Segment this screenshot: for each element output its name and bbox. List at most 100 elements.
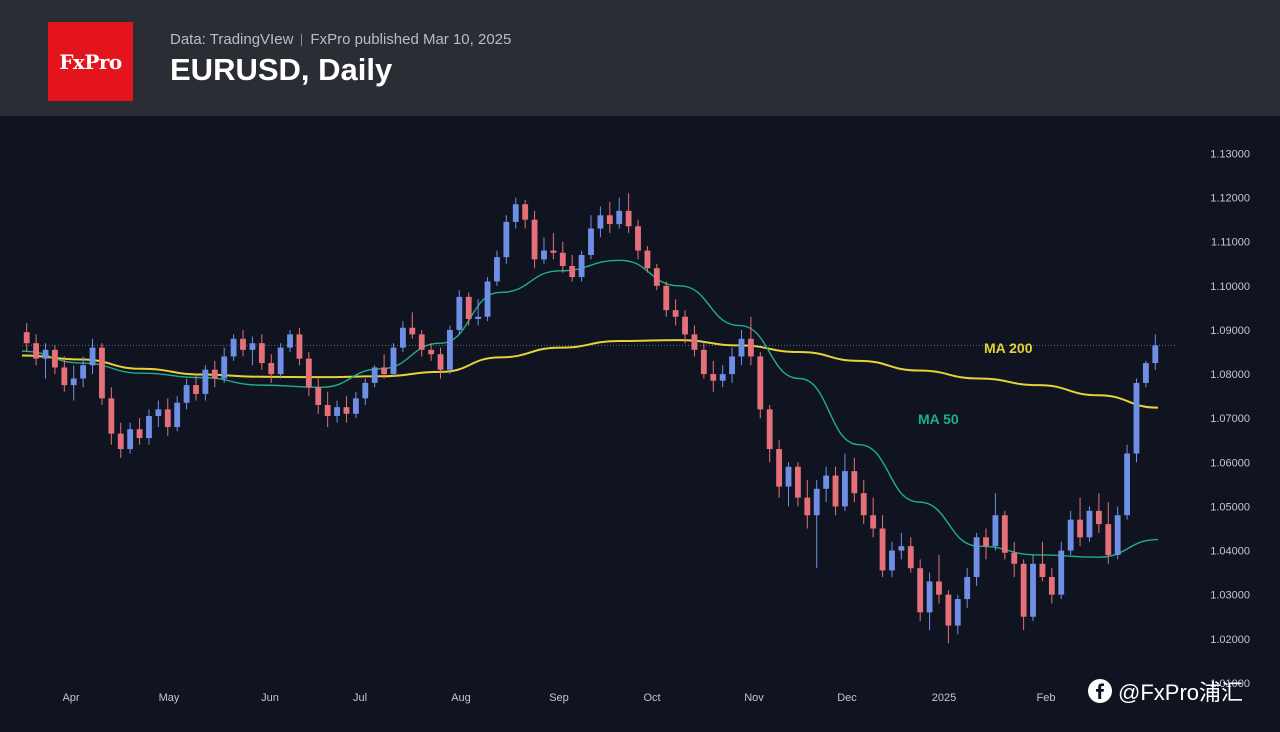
y-tick-label: 1.08000 <box>1210 369 1250 381</box>
candle-body <box>1001 515 1008 553</box>
candle-body <box>1058 550 1065 595</box>
x-tick-label: Jul <box>353 692 367 704</box>
y-tick-label: 1.07000 <box>1210 413 1250 425</box>
candle-body <box>1011 552 1018 564</box>
candle-body <box>1048 577 1055 595</box>
candle-body <box>202 369 209 394</box>
x-tick-label: Feb <box>1037 692 1056 704</box>
candle-body <box>1020 563 1027 617</box>
candle-body <box>729 356 735 375</box>
candle-body <box>917 568 924 613</box>
candle-body <box>1030 563 1036 617</box>
candle-body <box>945 594 952 626</box>
candle-body <box>193 385 199 394</box>
candle-body <box>785 466 792 487</box>
candle-body <box>324 404 331 416</box>
candle-body <box>889 550 895 571</box>
candle-body <box>531 219 538 260</box>
candle-body <box>644 250 651 269</box>
candle-body <box>898 546 905 551</box>
x-tick-label: Jun <box>261 692 279 704</box>
candle-body <box>42 349 49 359</box>
candle-body <box>174 402 181 428</box>
candle-body <box>738 338 745 357</box>
candle-body <box>127 429 134 450</box>
candle-body <box>268 363 275 375</box>
y-tick-label: 1.06000 <box>1210 457 1250 469</box>
candle-body <box>964 577 971 600</box>
candle-body <box>52 349 58 368</box>
candle-body <box>221 356 228 379</box>
candle-body <box>494 257 500 282</box>
candle-body <box>700 349 707 375</box>
candle-body <box>1039 563 1046 578</box>
candle-body <box>428 349 435 355</box>
candle-body <box>277 347 284 375</box>
x-tick-label: Aug <box>451 692 471 704</box>
candle-body <box>211 369 218 379</box>
y-tick-label: 1.11000 <box>1211 237 1250 249</box>
candle-body <box>117 433 124 450</box>
candle-body <box>1114 515 1121 555</box>
candle-body <box>926 581 933 613</box>
candle-body <box>230 338 237 357</box>
candle-body <box>1095 510 1102 525</box>
candle-body <box>842 471 848 507</box>
candle-body <box>606 215 613 225</box>
candle-body <box>682 316 688 335</box>
candle-body <box>33 343 40 359</box>
candle-body <box>559 252 566 266</box>
y-tick-label: 1.05000 <box>1210 501 1250 513</box>
candle-body <box>155 409 162 416</box>
candle-body <box>1124 453 1130 516</box>
x-tick-label: Dec <box>837 692 857 704</box>
candle-body <box>578 254 585 278</box>
candle-body <box>136 429 143 439</box>
candle-body <box>954 599 961 626</box>
candle-body <box>597 215 604 229</box>
meta-divider <box>301 33 303 46</box>
candle-body <box>23 332 30 344</box>
candle-body <box>936 581 942 595</box>
candle-body <box>418 334 425 350</box>
candle-body <box>569 266 576 278</box>
chart-area: 1.13000 1.12000 1.11000 1.10000 1.09000 1.080… <box>0 116 1280 732</box>
candle-body <box>719 374 726 381</box>
candle-body <box>343 407 350 414</box>
candle-body <box>183 385 190 403</box>
candle-body <box>362 382 369 399</box>
candle-body <box>653 268 660 286</box>
logo-text: FxPro <box>59 49 122 74</box>
watermark: @FxPro浦汇 <box>1088 678 1244 705</box>
candle-body <box>710 374 717 381</box>
candle-body <box>1077 519 1083 538</box>
fxpro-logo: FxPro <box>48 22 133 101</box>
candle-body <box>794 466 801 498</box>
chart-header: FxPro Data: TradingVIew FxPro published … <box>0 0 1280 116</box>
candle-body <box>813 488 820 516</box>
candle-body <box>381 367 388 375</box>
candle-body <box>409 327 416 335</box>
candle-body <box>766 409 773 450</box>
candle-body <box>437 354 444 370</box>
candle-body <box>61 367 68 386</box>
candle-body <box>305 358 312 388</box>
data-source: Data: TradingVIew <box>170 31 294 48</box>
candle-body <box>512 204 519 222</box>
candle-body <box>1152 345 1159 364</box>
candle-body <box>973 537 980 578</box>
candle-body <box>832 475 839 507</box>
candle-body <box>1133 382 1140 454</box>
candle-body <box>89 347 96 366</box>
chart-meta: Data: TradingVIew FxPro published Mar 10… <box>170 31 511 48</box>
candle-body <box>484 281 491 317</box>
watermark-text: @FxPro浦汇 <box>1118 680 1244 705</box>
candle-body <box>588 228 594 255</box>
social-icon <box>1088 679 1112 703</box>
candle-body <box>456 296 463 330</box>
candle-body <box>287 334 293 348</box>
candle-body <box>550 250 557 253</box>
chart-title: EURUSD, Daily <box>170 52 393 87</box>
candle-body <box>390 347 397 375</box>
publish-info: FxPro published Mar 10, 2025 <box>310 31 512 48</box>
